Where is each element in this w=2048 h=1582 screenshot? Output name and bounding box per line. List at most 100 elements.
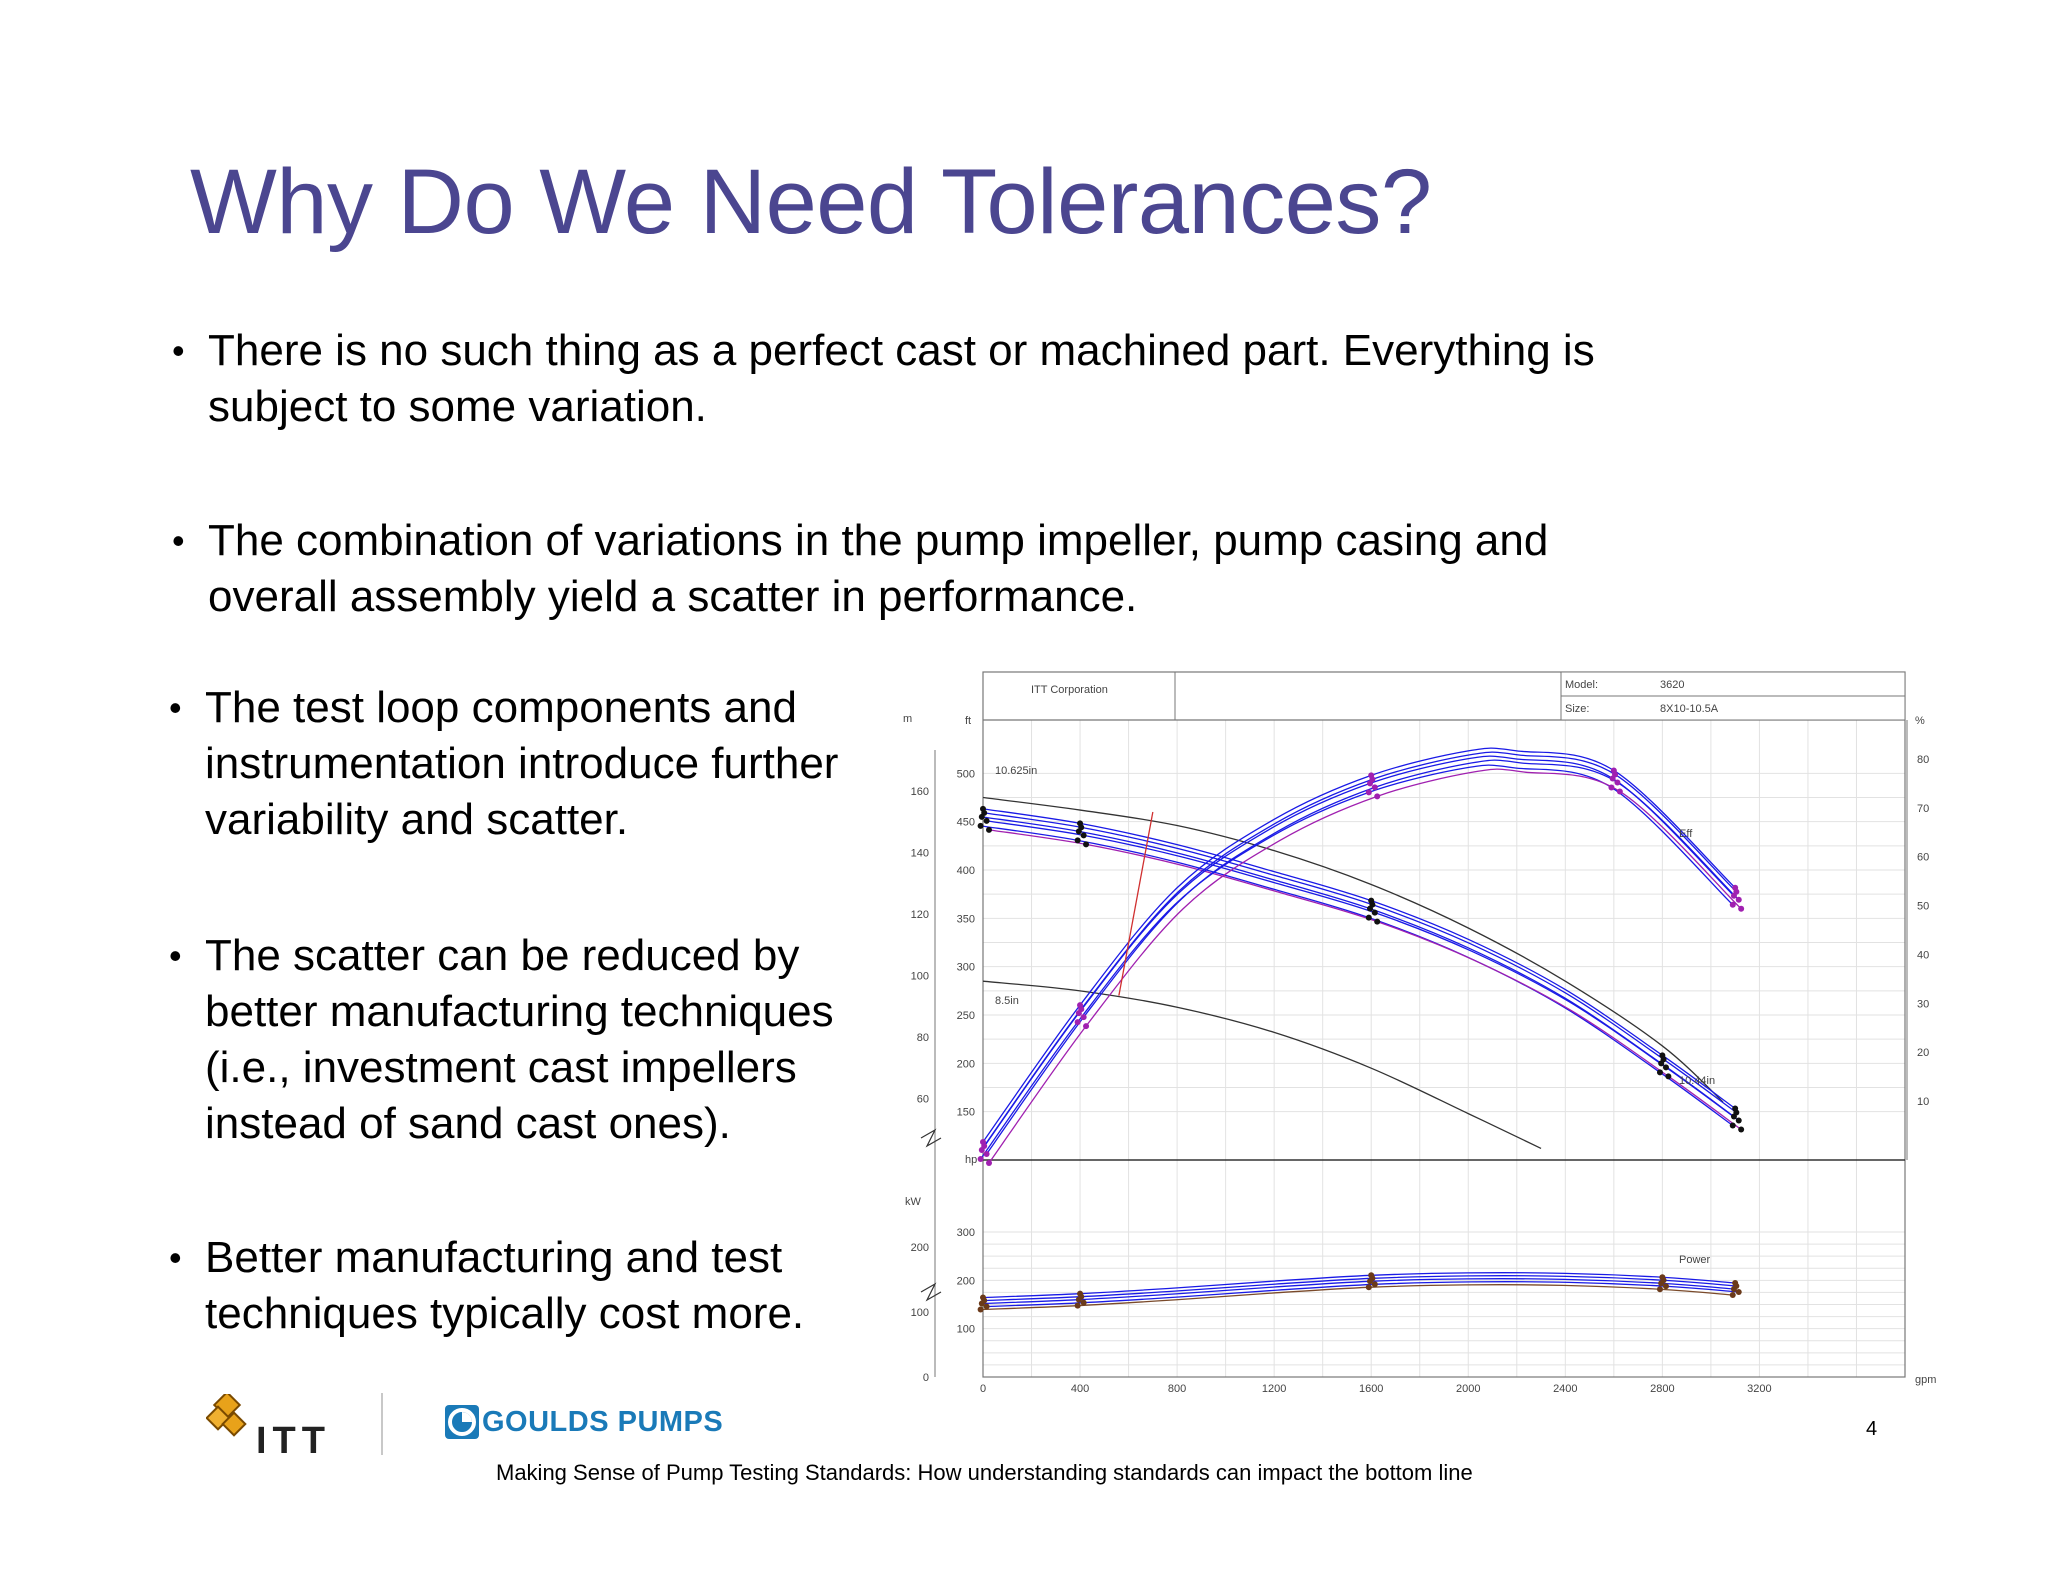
eff-tick-label: 40 [1917, 949, 1929, 961]
x-tick-label: 800 [1168, 1383, 1186, 1395]
eff-unit: % [1915, 715, 1925, 727]
bullet-3: • The test loop components and instrumen… [169, 680, 925, 848]
data-point [1075, 1296, 1082, 1303]
label-d-test: 10.44in [1679, 1075, 1715, 1087]
bullet-line: variability and scatter. [205, 795, 629, 844]
curve-head [980, 825, 1734, 1127]
data-point [1074, 837, 1081, 844]
power-hp-unit: hp [965, 1154, 977, 1166]
data-point [1371, 1281, 1378, 1288]
eff-tick-label: 30 [1917, 998, 1929, 1010]
data-point [1367, 905, 1374, 912]
data-point [1662, 1064, 1669, 1071]
chart-size-label: Size: [1565, 703, 1589, 715]
bullet-dot: • [172, 330, 185, 371]
data-point [1738, 1126, 1745, 1133]
power-kw-unit: kW [905, 1196, 922, 1208]
data-point [1365, 914, 1372, 921]
chart-frame [982, 671, 1906, 1378]
eff-tick-label: 10 [1917, 1096, 1929, 1108]
m-tick-label: 140 [911, 847, 929, 859]
data-point [978, 1300, 985, 1307]
eff-tick-label: 50 [1917, 901, 1929, 913]
bullet-line: instead of sand cast ones). [205, 1099, 731, 1148]
bullet-4: • The scatter can be reduced by better m… [169, 928, 925, 1152]
curve-power [981, 1278, 1735, 1305]
data-point [1658, 1280, 1665, 1287]
bullet-line: There is no such thing as a perfect cast… [208, 326, 1595, 375]
curve-power [986, 1281, 1739, 1308]
chart-company: ITT Corporation [1031, 684, 1108, 696]
bullet-line: Better manufacturing and test [205, 1233, 783, 1282]
data-point [1656, 1286, 1663, 1293]
hp-tick-label: 200 [957, 1275, 975, 1287]
axis-break [920, 1282, 942, 1302]
m-tick-label: 100 [911, 970, 929, 982]
itt-logo-text: ITT [256, 1420, 331, 1462]
data-point [1083, 841, 1090, 848]
bullet-dot: • [172, 520, 185, 561]
ft-tick-label: 300 [957, 962, 975, 974]
x-tick-label: 1200 [1262, 1383, 1286, 1395]
data-point [1080, 832, 1087, 839]
bullet-line: techniques typically cost more. [205, 1289, 805, 1338]
m-tick-label: 80 [917, 1032, 929, 1044]
data-point [1074, 1302, 1081, 1309]
data-point [977, 1306, 984, 1313]
data-point [1730, 1286, 1737, 1293]
data-point [1614, 779, 1621, 786]
data-point [1365, 789, 1372, 796]
m-tick-label: 160 [911, 786, 929, 798]
chart-curves [980, 747, 1742, 1311]
x-tick-label: 2800 [1650, 1383, 1674, 1395]
data-point [1374, 793, 1381, 800]
bullet-line: (i.e., investment cast impellers [205, 1043, 797, 1092]
data-point [983, 817, 990, 824]
data-point [1665, 1073, 1672, 1080]
curve-efficiency [981, 755, 1735, 1151]
goulds-logo-icon [445, 1405, 479, 1439]
itt-logo-icon [206, 1394, 247, 1437]
data-point [1609, 775, 1616, 782]
bullet-line: The scatter can be reduced by [205, 931, 800, 980]
slide-title: Why Do We Need Tolerances? [190, 151, 1432, 253]
data-point [1371, 784, 1378, 791]
ft-tick-label: 450 [957, 817, 975, 829]
x-unit: gpm [1915, 1374, 1936, 1386]
chart-ticks: 0 400 800 1200 1600 2000 2400 2800 3200150200250… [911, 720, 1929, 1395]
kw-tick-label: 100 [911, 1307, 929, 1319]
curve-efficiency [980, 764, 1734, 1160]
curve-head [984, 812, 1737, 1114]
bullet-line: better manufacturing techniques [205, 987, 834, 1036]
label-power: Power [1679, 1254, 1711, 1266]
label-d-min: 8.5in [995, 995, 1019, 1007]
ft-tick-label: 500 [957, 768, 975, 780]
ft-tick-label: 350 [957, 913, 975, 925]
eff-tick-label: 20 [1917, 1047, 1929, 1059]
x-tick-label: 0 [980, 1383, 986, 1395]
bullet-line: The test loop components and [205, 683, 797, 732]
kw-tick-label: 0 [923, 1372, 929, 1384]
curve-efficiency [983, 751, 1737, 1147]
eff-tick-label: 80 [1917, 754, 1929, 766]
chart-model-value: 3620 [1660, 679, 1684, 691]
data-point [1074, 1019, 1081, 1026]
curve-efficiency [988, 768, 1742, 1164]
data-point [983, 1151, 990, 1157]
ft-tick-label: 150 [957, 1107, 975, 1119]
data-point [1730, 1113, 1737, 1120]
chart-model-label: Model: [1565, 679, 1598, 691]
eff-tick-label: 60 [1917, 852, 1929, 864]
bullet-dot: • [169, 1237, 182, 1278]
axis-break [920, 1128, 942, 1148]
m-tick-label: 120 [911, 909, 929, 921]
data-point [1729, 901, 1736, 908]
data-point [1083, 1023, 1090, 1030]
data-point [1367, 780, 1374, 787]
bullet-2: • The combination of variations in the p… [172, 513, 1768, 625]
curve-head [982, 980, 1542, 1149]
ft-tick-label: 200 [957, 1058, 975, 1070]
data-point [1367, 1278, 1374, 1285]
data-point [1365, 1284, 1372, 1291]
data-point [986, 1160, 992, 1166]
